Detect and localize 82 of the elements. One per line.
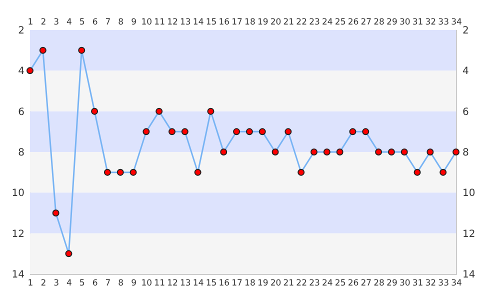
x2-tick-label: 29: [386, 18, 398, 28]
x-tick-label: 15: [206, 278, 217, 288]
y2-tick-label: 4: [462, 66, 469, 78]
x2-tick-label: 5: [79, 18, 85, 28]
x2-tick-label: 33: [438, 18, 450, 28]
x-tick-label: 8: [118, 278, 124, 288]
y-tick-label: 2: [18, 26, 24, 36]
x2-tick-label: 32: [425, 18, 436, 28]
x2-tick-label: 14: [192, 18, 204, 28]
x-tick-label: 19: [257, 278, 268, 288]
x-tick-label: 10: [141, 278, 152, 288]
x2-tick-label: 30: [399, 18, 410, 28]
x2-tick-label: 13: [180, 18, 191, 28]
x-tick-label: 29: [386, 278, 398, 288]
x2-tick-label: 28: [374, 18, 384, 28]
x2-tick-label: 7: [105, 18, 111, 28]
x-tick-label: 32: [425, 278, 436, 288]
x-tick-label: 17: [232, 278, 242, 288]
x2-tick-label: 26: [348, 18, 359, 28]
x2-tick-label: 34: [451, 18, 462, 28]
y2-tick-label: 10: [462, 188, 476, 200]
x-tick-label: 26: [348, 278, 359, 288]
x2-tick-label: 25: [334, 18, 346, 28]
x2-tick-label: 15: [206, 18, 217, 28]
y2-tick-label: 2: [462, 26, 469, 36]
x2-tick-label: 18: [244, 18, 256, 28]
x2-tick-label: 27: [360, 18, 372, 28]
y-tick-label: 4: [18, 66, 24, 78]
x-tick-label: 27: [360, 278, 372, 288]
x-tick-label: 13: [180, 278, 191, 288]
x2-tick-label: 8: [118, 18, 124, 28]
x-tick-label: 14: [192, 278, 204, 288]
x2-tick-label: 24: [322, 18, 333, 28]
x-tick-label: 23: [309, 278, 320, 288]
x-tick-label: 22: [296, 278, 308, 288]
y-tick-label: 8: [18, 148, 24, 158]
x2-tick-label: 6: [92, 18, 98, 28]
x-tick-label: 7: [105, 278, 111, 288]
x2-tick-label: 3: [54, 18, 60, 28]
x2-tick-label: 11: [154, 18, 166, 28]
x-tick-label: 24: [322, 278, 333, 288]
x2-tick-label: 1: [28, 18, 34, 28]
x2-tick-label: 12: [167, 18, 178, 28]
y2-tick-label: 12: [462, 228, 476, 240]
x-tick-label: 3: [54, 278, 60, 288]
x2-tick-label: 2: [40, 18, 46, 28]
x2-tick-label: 31: [412, 18, 424, 28]
y2-tick-label: 6: [462, 106, 469, 118]
x-tick-label: 33: [438, 278, 450, 288]
x2-tick-label: 4: [66, 18, 72, 28]
x2-tick-label: 10: [141, 18, 152, 28]
y-tick-label: 10: [12, 188, 24, 200]
x-tick-label: 20: [270, 278, 282, 288]
x-tick-label: 6: [92, 278, 98, 288]
x-tick-label: 1: [28, 278, 34, 288]
y-tick-label: 12: [12, 228, 24, 240]
x2-tick-label: 19: [257, 18, 268, 28]
x-tick-label: 5: [79, 278, 85, 288]
x2-tick-label: 16: [218, 18, 230, 28]
x-tick-label: 21: [283, 278, 294, 288]
x2-tick-label: 20: [270, 18, 282, 28]
x-tick-label: 4: [66, 278, 72, 288]
x-tick-label: 16: [218, 278, 230, 288]
x-tick-label: 30: [399, 278, 410, 288]
x2-tick-label: 22: [296, 18, 308, 28]
y-tick-label: 6: [18, 106, 24, 118]
x2-tick-label: 23: [309, 18, 320, 28]
x-tick-label: 9: [131, 278, 136, 288]
x-tick-label: 34: [451, 278, 462, 288]
y-tick-label: 14: [12, 270, 24, 280]
x-tick-label: 2: [40, 278, 46, 288]
x-tick-label: 11: [154, 278, 166, 288]
x2-tick-label: 17: [232, 18, 242, 28]
x2-tick-label: 9: [131, 18, 136, 28]
x-tick-label: 12: [167, 278, 178, 288]
x-tick-label: 31: [412, 278, 424, 288]
y2-tick-label: 8: [462, 148, 469, 158]
x-tick-label: 25: [334, 278, 346, 288]
x-tick-label: 28: [374, 278, 384, 288]
y2-tick-label: 14: [462, 270, 476, 280]
x2-tick-label: 21: [283, 18, 294, 28]
x-tick-label: 18: [244, 278, 256, 288]
